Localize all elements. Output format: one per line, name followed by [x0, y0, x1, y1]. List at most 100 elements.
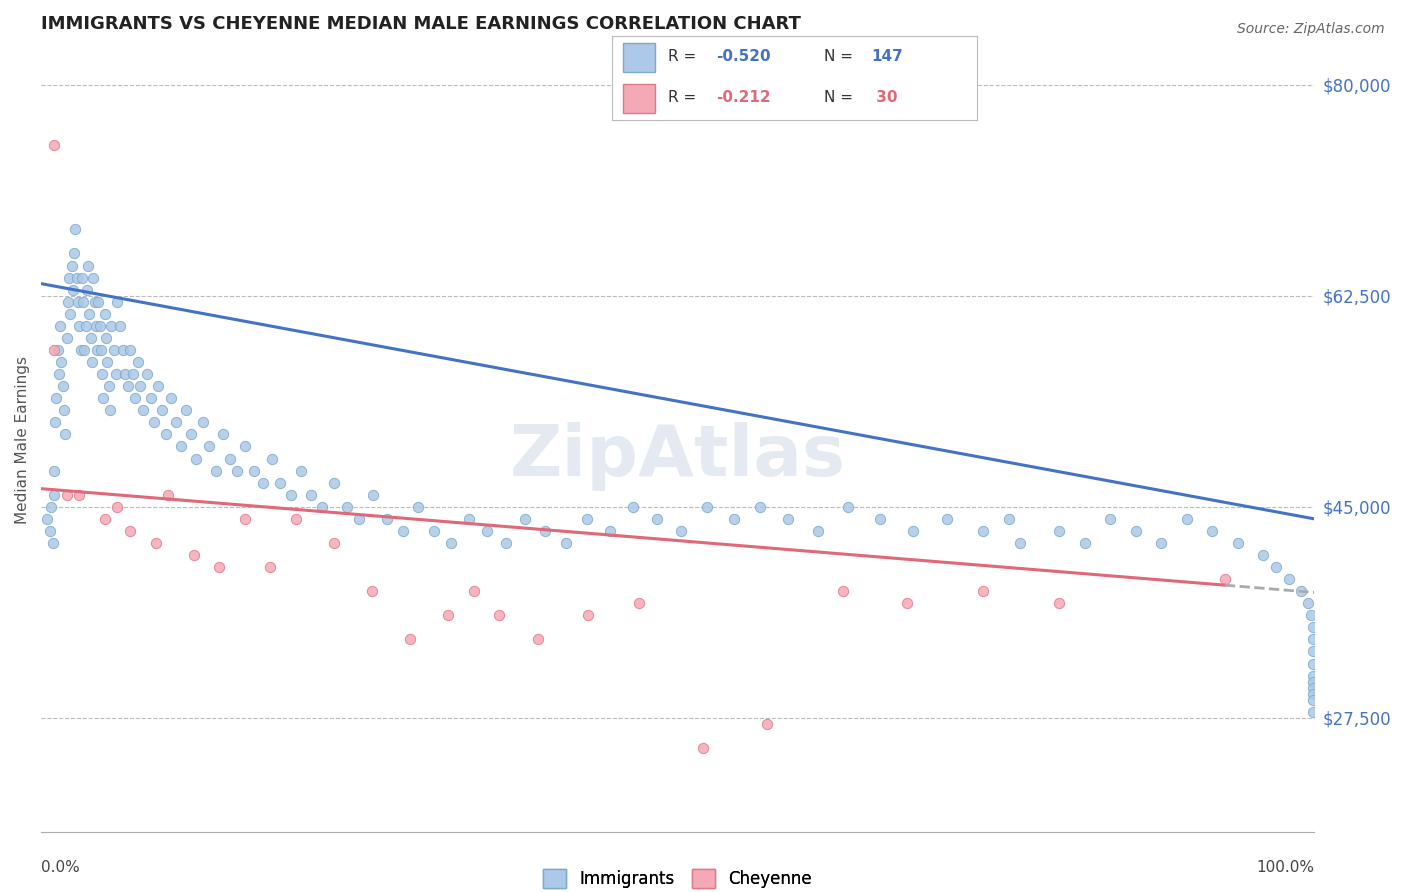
Point [349, 512, 371, 526]
Point [233, 512, 256, 526]
Point [87, 294, 110, 309]
Point [114, 367, 136, 381]
Point [212, 427, 235, 442]
Point [208, 560, 231, 574]
Point [94, 307, 117, 321]
Point [170, 440, 193, 454]
Point [1175, 512, 1198, 526]
Point [280, 488, 302, 502]
Point [48, 367, 70, 381]
Point [972, 584, 994, 599]
Point [869, 512, 891, 526]
Point [174, 403, 197, 417]
Point [93, 391, 115, 405]
Point [322, 475, 344, 490]
Point [111, 343, 134, 357]
Point [299, 488, 322, 502]
Point [259, 560, 281, 574]
Point [1302, 681, 1324, 695]
Text: -0.212: -0.212 [716, 90, 770, 105]
Point [406, 500, 429, 514]
Point [107, 294, 129, 309]
Point [242, 464, 264, 478]
Point [55, 488, 77, 502]
Point [284, 512, 307, 526]
Text: 100.0%: 100.0% [1256, 861, 1315, 875]
Point [1074, 536, 1097, 550]
Point [554, 536, 576, 550]
Point [1302, 668, 1324, 682]
Point [755, 716, 778, 731]
Point [1302, 620, 1324, 634]
Point [1150, 536, 1173, 550]
Point [91, 367, 114, 381]
Point [46, 343, 69, 357]
Text: 30: 30 [872, 90, 897, 105]
Point [127, 355, 149, 369]
Point [41, 536, 63, 550]
Point [576, 512, 599, 526]
Point [832, 584, 855, 599]
Point [49, 318, 72, 333]
Point [117, 379, 139, 393]
Text: 0.0%: 0.0% [41, 861, 80, 875]
Point [901, 524, 924, 538]
Point [42, 464, 65, 478]
Point [65, 222, 87, 236]
Point [42, 488, 65, 502]
Point [513, 512, 536, 526]
Point [437, 608, 460, 623]
Point [67, 318, 90, 333]
Point [1302, 674, 1324, 689]
Point [226, 464, 249, 478]
Point [69, 343, 91, 357]
Point [105, 367, 128, 381]
Point [1008, 536, 1031, 550]
Point [399, 632, 422, 647]
Point [628, 596, 651, 610]
Point [1302, 657, 1324, 671]
Point [83, 294, 105, 309]
Text: N =: N = [824, 49, 858, 64]
Point [692, 741, 714, 756]
Point [391, 524, 413, 538]
Point [42, 137, 65, 152]
Point [1302, 632, 1324, 647]
Point [120, 343, 142, 357]
Point [997, 512, 1019, 526]
Point [336, 500, 359, 514]
Point [363, 488, 385, 502]
Point [260, 451, 283, 466]
Text: R =: R = [668, 49, 702, 64]
Point [1099, 512, 1122, 526]
Point [534, 524, 557, 538]
Point [252, 475, 274, 490]
Point [84, 318, 107, 333]
Point [723, 512, 745, 526]
Point [218, 451, 240, 466]
Point [1251, 548, 1274, 562]
Point [233, 440, 256, 454]
Legend: Immigrants, Cheyenne: Immigrants, Cheyenne [537, 862, 818, 892]
Point [120, 524, 142, 538]
Point [98, 403, 121, 417]
Point [44, 415, 66, 429]
Y-axis label: Median Male Earnings: Median Male Earnings [15, 357, 30, 524]
Point [96, 355, 118, 369]
Point [157, 488, 180, 502]
Point [495, 536, 517, 550]
Text: 147: 147 [872, 49, 903, 64]
Point [198, 440, 221, 454]
Point [77, 259, 100, 273]
Point [526, 632, 548, 647]
Point [204, 464, 226, 478]
Point [1213, 572, 1236, 586]
Point [290, 464, 312, 478]
Point [90, 343, 112, 357]
Point [80, 355, 103, 369]
Point [671, 524, 693, 538]
Point [1301, 608, 1323, 623]
Point [62, 283, 84, 297]
Point [1277, 572, 1299, 586]
Point [361, 584, 384, 599]
